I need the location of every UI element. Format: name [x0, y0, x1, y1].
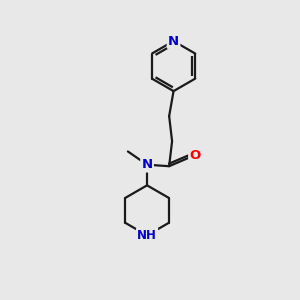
Text: NH: NH	[137, 229, 157, 242]
Text: N: N	[142, 158, 153, 171]
Text: O: O	[189, 149, 201, 162]
Text: N: N	[168, 34, 179, 48]
